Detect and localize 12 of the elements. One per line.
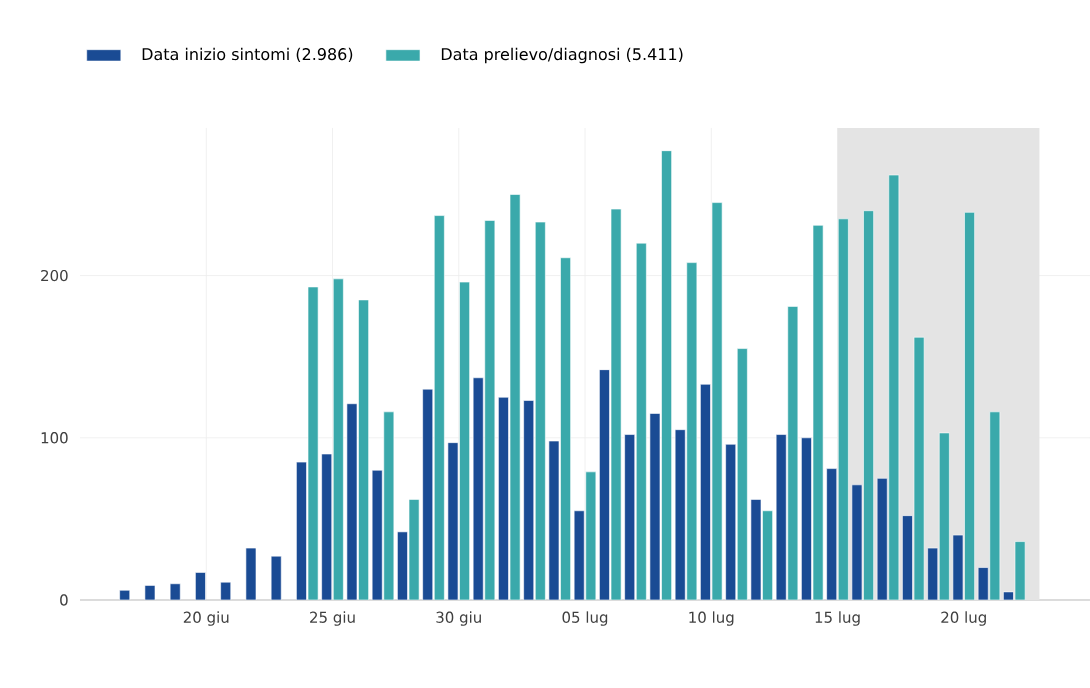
x-tick-label: 20 lug xyxy=(941,611,986,626)
x-tick-label: 05 lug xyxy=(562,611,608,626)
x-tick-label: 20 giu xyxy=(183,611,229,626)
x-tick-label: 10 lug xyxy=(689,611,734,626)
legend-label: Data prelievo/diagnosi (5.411) xyxy=(441,47,683,64)
x-tick-label: 15 lug xyxy=(815,611,860,626)
y-tick-label: 0 xyxy=(60,594,68,606)
x-tick-label: 25 giu xyxy=(310,611,355,626)
legend-label: Data inizio sintomi (2.986) xyxy=(142,47,353,63)
x-tick-label: 30 giu xyxy=(436,611,481,626)
y-tick-label: 100 xyxy=(41,432,68,444)
y-tick-label: 200 xyxy=(41,269,68,282)
